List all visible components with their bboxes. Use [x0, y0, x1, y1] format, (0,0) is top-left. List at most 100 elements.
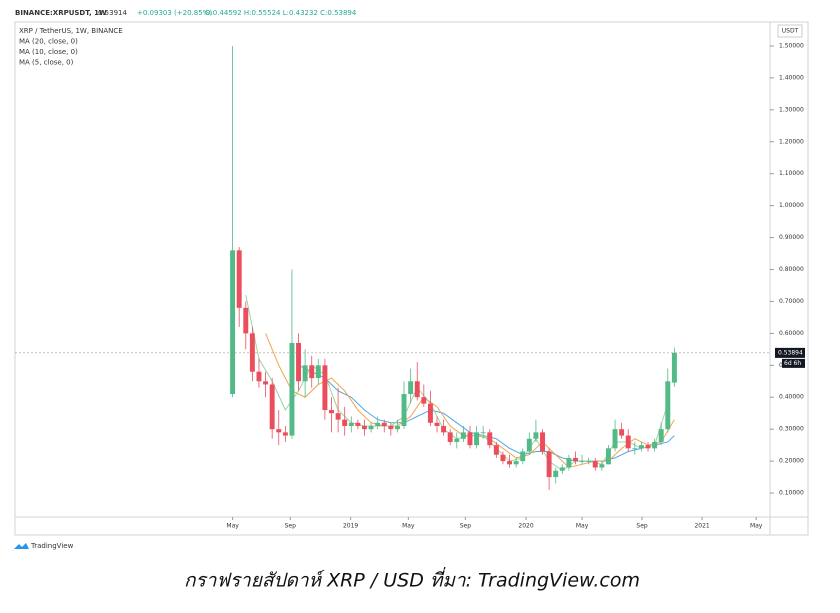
x-tick-label: May	[576, 523, 589, 530]
candle-body	[671, 352, 677, 383]
candle-body	[230, 250, 236, 395]
candle-body	[566, 457, 572, 468]
candle-body	[467, 432, 473, 446]
candle-body	[263, 381, 269, 385]
y-tick-label: 1.10000	[779, 170, 804, 177]
candle-body	[249, 333, 255, 372]
candle-body	[579, 461, 585, 462]
x-tick-label: May	[226, 523, 239, 530]
candle-body	[302, 365, 308, 382]
candle-body	[638, 445, 644, 449]
x-tick-label: May	[402, 523, 415, 530]
candle-body	[315, 365, 321, 379]
candle-body	[526, 438, 532, 452]
countdown-label: 6d 6h	[784, 360, 801, 367]
candle-body	[335, 413, 341, 420]
candle-body	[401, 394, 407, 426]
countdown-box	[782, 358, 805, 368]
candle-body	[487, 432, 493, 446]
y-tick-label: 1.20000	[779, 138, 804, 145]
x-tick-label: 2019	[343, 523, 358, 530]
y-tick-label: 0.90000	[779, 234, 804, 241]
candle-body	[625, 435, 631, 449]
candle-body	[586, 461, 592, 462]
candle-body	[256, 371, 262, 382]
candle-body	[573, 457, 578, 462]
candle-body	[296, 342, 302, 382]
y-tick-label: 0.40000	[779, 394, 804, 401]
candle-body	[375, 422, 381, 426]
legend-entry: XRP / TetherUS, 1W, BINANCE	[19, 27, 123, 35]
y-tick-label: 0.20000	[779, 458, 804, 465]
ma-line	[298, 364, 675, 462]
candle-body	[599, 464, 605, 468]
y-tick-label: 0.30000	[779, 426, 804, 433]
candle-body	[619, 429, 625, 436]
candle-body	[553, 470, 559, 478]
y-tick-label: 1.40000	[779, 74, 804, 81]
candle-body	[540, 432, 545, 452]
candle-body	[460, 432, 466, 439]
candle-body	[480, 432, 486, 434]
candle-body	[520, 451, 526, 462]
candle-body	[454, 438, 460, 442]
candle-body	[414, 381, 420, 398]
candle-body	[500, 454, 506, 462]
legend-entry: MA (5, close, 0)	[19, 59, 74, 67]
x-tick-label: 2021	[694, 523, 709, 530]
last-price-box	[775, 347, 805, 358]
candle-body	[665, 381, 671, 430]
candle-body	[342, 419, 348, 426]
candle-body	[434, 422, 440, 426]
candle-body	[421, 397, 427, 404]
y-tick-label: 0.10000	[779, 490, 804, 497]
candle-body	[474, 432, 480, 446]
candle-body	[645, 445, 651, 449]
x-tick-label: 2020	[518, 523, 533, 530]
y-tick-label: 1.30000	[779, 106, 804, 113]
candle-body	[289, 342, 295, 436]
x-tick-label: Sep	[285, 523, 297, 530]
candle-body	[355, 422, 361, 426]
candle-body	[348, 422, 354, 426]
candle-body	[362, 425, 367, 430]
x-tick-label: Sep	[636, 523, 648, 530]
caption: กราฟรายสัปดาห์ XRP / USD ที่มา: TradingV…	[184, 567, 640, 592]
candle-body	[652, 441, 658, 449]
candle-body	[546, 451, 552, 478]
x-tick-label: Sep	[460, 523, 472, 530]
candle-body	[632, 448, 638, 450]
candle-body	[533, 432, 539, 439]
header-ohlc: O:0.44592 H:0.55524 L:0.43232 C:0.53894	[205, 9, 357, 17]
candle-body	[388, 425, 394, 430]
y-tick-label: 0.70000	[779, 298, 804, 305]
candle-body	[658, 429, 664, 442]
y-tick-label: 1.50000	[779, 42, 804, 49]
brand: TradingView	[30, 542, 74, 550]
candle-body	[368, 425, 374, 430]
candle-body	[236, 250, 242, 308]
last-price-label: 0.53894	[778, 349, 803, 356]
header-price: 0.53914	[98, 9, 127, 17]
candle-body	[322, 365, 328, 411]
legend-entry: MA (10, close, 0)	[19, 48, 78, 56]
candle-body	[269, 384, 275, 430]
candle-body	[559, 467, 565, 471]
chart-title: BINANCE:XRPUSDT, 1W	[15, 9, 107, 17]
candle-body	[605, 448, 611, 465]
tv-logo: TradingView	[14, 542, 74, 550]
candle-body	[592, 461, 598, 468]
candle-body	[507, 461, 513, 465]
candle-body	[329, 410, 334, 414]
legend-entry: MA (20, close, 0)	[19, 38, 78, 46]
candle-body	[282, 432, 288, 436]
candle-body	[447, 432, 453, 442]
frame	[14, 21, 809, 536]
candle-body	[441, 425, 447, 433]
y-tick-label: 1.00000	[779, 202, 804, 209]
unit-box	[777, 24, 803, 38]
y-tick-label: 0.80000	[779, 266, 804, 273]
candle-body	[612, 429, 618, 449]
candle-body	[309, 365, 315, 379]
